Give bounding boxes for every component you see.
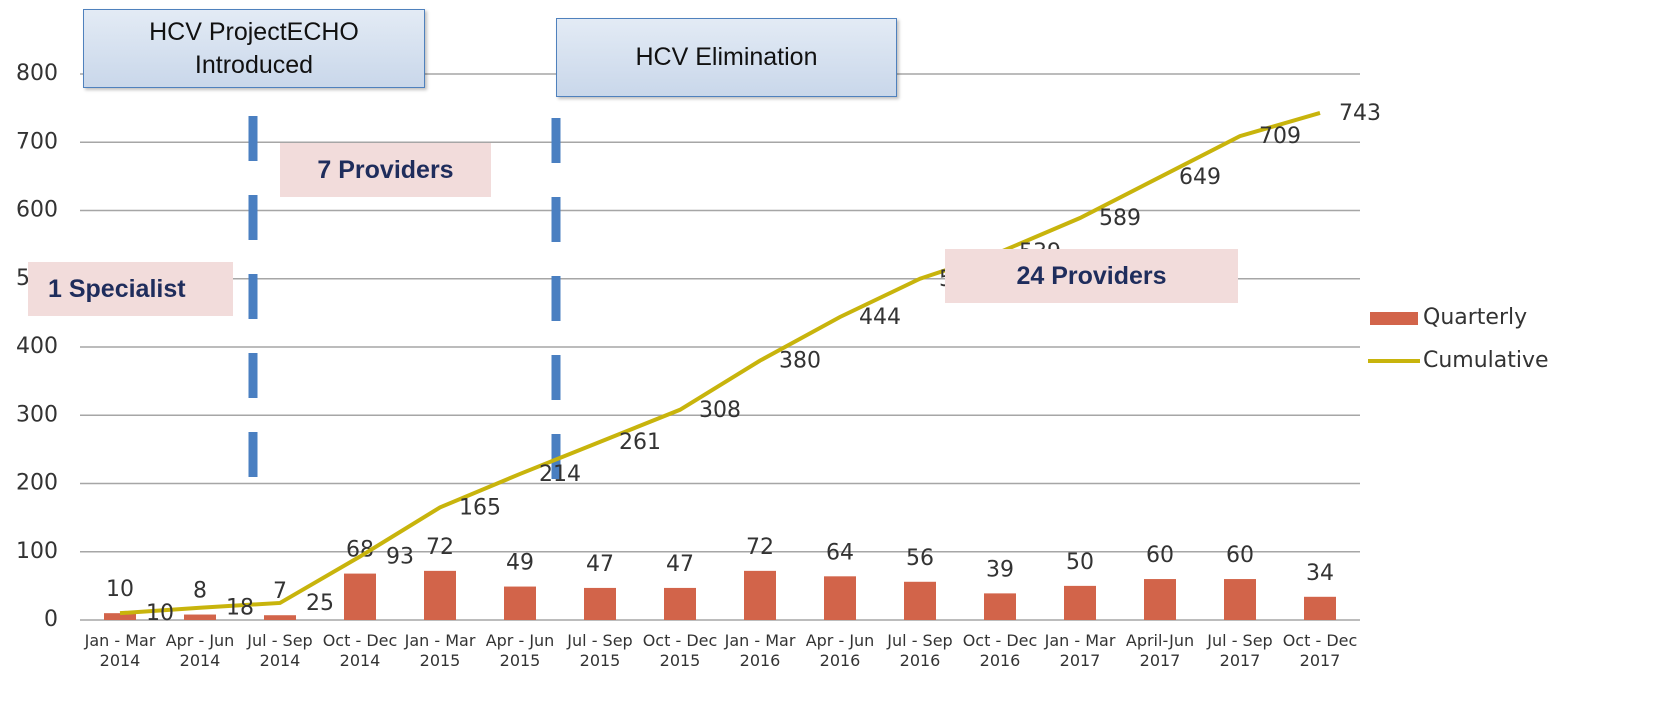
data-label: 308 — [699, 398, 741, 423]
y-tick-label: 100 — [16, 539, 58, 564]
legend-swatch — [1370, 312, 1418, 325]
legend-label: Quarterly — [1423, 305, 1527, 330]
x-tick-label: Jul - Sep 2015 — [566, 631, 632, 670]
x-tick-label: Oct - Dec 2014 — [323, 631, 398, 670]
bar — [264, 615, 296, 620]
y-tick-label: 800 — [16, 61, 58, 86]
x-tick-label: Jan - Mar 2016 — [724, 631, 796, 670]
x-tick-label: Jul - Sep 2017 — [1206, 631, 1272, 670]
x-tick-label: Apr - Jun 2014 — [166, 631, 235, 670]
data-label: 25 — [306, 591, 334, 616]
line — [119, 110, 1321, 616]
data-label: 72 — [746, 535, 774, 560]
bar — [984, 593, 1016, 620]
bar — [1224, 579, 1256, 620]
y-tick-label: 400 — [16, 334, 58, 359]
annotation: 1 Specialist — [28, 262, 233, 316]
x-tick-label: Jul - Sep 2014 — [246, 631, 312, 670]
data-label: 60 — [1226, 543, 1254, 568]
bar — [104, 613, 136, 620]
data-label: 72 — [426, 535, 454, 560]
legend-label: Cumulative — [1423, 348, 1549, 373]
data-label: 709 — [1259, 124, 1301, 149]
data-label: 8 — [193, 579, 207, 604]
data-label: 10 — [146, 601, 174, 626]
x-tick-label: Apr - Jun 2016 — [806, 631, 875, 670]
bar — [424, 570, 456, 620]
bar — [1144, 579, 1176, 620]
x-tick-label: Apr - Jun 2015 — [486, 631, 555, 670]
bar — [504, 586, 536, 620]
bar — [1304, 596, 1336, 620]
bar — [904, 581, 936, 620]
x-tick-label: Oct - Dec 2016 — [963, 631, 1038, 670]
data-label: 589 — [1099, 206, 1141, 231]
bar — [1064, 585, 1096, 620]
data-label: 47 — [666, 552, 694, 577]
x-tick-label: April-Jun 2017 — [1126, 631, 1194, 670]
data-label: 56 — [906, 546, 934, 571]
data-label: 18 — [226, 596, 254, 621]
data-label: 49 — [506, 551, 534, 576]
data-label: 60 — [1146, 543, 1174, 568]
data-label: 50 — [1066, 550, 1094, 575]
data-label: 165 — [459, 495, 501, 520]
bar — [664, 587, 696, 620]
data-label: 34 — [1306, 561, 1334, 586]
x-tick-label: Jan - Mar 2014 — [84, 631, 156, 670]
x-tick-label: Jan - Mar 2015 — [404, 631, 476, 670]
data-label: 47 — [586, 552, 614, 577]
bar — [344, 573, 376, 620]
y-tick-label: 0 — [44, 607, 58, 632]
x-tick-label: Oct - Dec 2015 — [643, 631, 718, 670]
data-label: 743 — [1339, 101, 1381, 126]
x-tick-label: Oct - Dec 2017 — [1283, 631, 1358, 670]
annotation: HCV ProjectECHO Introduced — [83, 9, 425, 88]
data-label: 444 — [859, 305, 901, 330]
data-label: 214 — [539, 462, 581, 487]
data-label: 649 — [1179, 165, 1221, 190]
data-label: 10 — [106, 577, 134, 602]
bar — [824, 576, 856, 620]
data-label: 64 — [826, 540, 854, 565]
bar — [584, 587, 616, 620]
data-label: 7 — [273, 579, 287, 604]
annotation: HCV Elimination — [556, 18, 897, 97]
x-tick-label: Jan - Mar 2017 — [1044, 631, 1116, 670]
y-tick-label: 600 — [16, 198, 58, 223]
data-label: 261 — [619, 430, 661, 455]
y-tick-label: 300 — [16, 402, 58, 427]
annotation: 7 Providers — [280, 143, 491, 197]
y-tick-label: 700 — [16, 129, 58, 154]
data-label: 93 — [386, 545, 414, 570]
data-label: 39 — [986, 557, 1014, 582]
data-label: 380 — [779, 349, 821, 374]
bar — [744, 570, 776, 620]
annotation: 24 Providers — [945, 249, 1238, 303]
bar — [184, 614, 216, 620]
y-tick-label: 200 — [16, 471, 58, 496]
x-tick-label: Jul - Sep 2016 — [886, 631, 952, 670]
